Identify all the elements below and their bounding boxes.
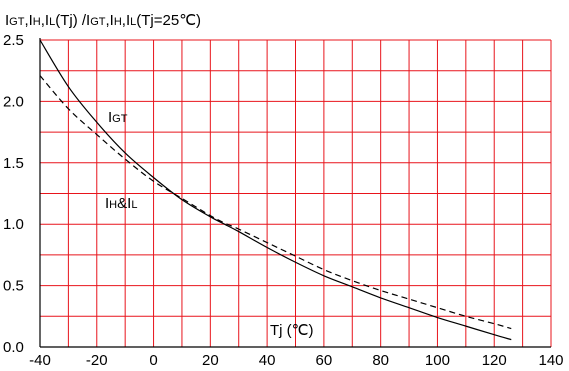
x-axis-label: Tj (℃) — [270, 322, 314, 339]
chart-title: IGT,IH,IL(Tj) /IGT,IH,IL(Tj=25℃) — [5, 12, 201, 29]
series-line-0 — [39, 39, 512, 341]
y-tick-label: 2.5 — [3, 32, 24, 49]
series-line-1 — [39, 75, 512, 330]
x-tick-label: 140 — [538, 352, 563, 369]
x-tick-label: 80 — [372, 352, 389, 369]
y-tick-label: 1.0 — [3, 216, 24, 233]
x-tick-label: 20 — [202, 352, 219, 369]
x-tick-label: 40 — [259, 352, 276, 369]
series-label-ih-il: IH&IL — [105, 195, 137, 212]
series-label-igt: IGT — [108, 109, 128, 126]
x-tick-label: 60 — [316, 352, 333, 369]
x-tick-label: 0 — [149, 352, 157, 369]
chart-series — [39, 39, 512, 341]
chart-grid — [39, 38, 552, 348]
y-tick-label: 2.0 — [3, 93, 24, 110]
y-tick-label: 0.5 — [3, 278, 24, 295]
x-tick-label: -20 — [86, 352, 108, 369]
x-tick-label: -40 — [29, 352, 51, 369]
chart-ticks: -40 -20 0 20 40 60 80 100 120 140 0.0 0.5 1.0 1.5 2.0 2… — [3, 32, 564, 369]
x-tick-label: 100 — [425, 352, 450, 369]
y-tick-label: 0.0 — [3, 339, 24, 356]
x-tick-label: 120 — [482, 352, 507, 369]
y-tick-label: 1.5 — [3, 155, 24, 172]
